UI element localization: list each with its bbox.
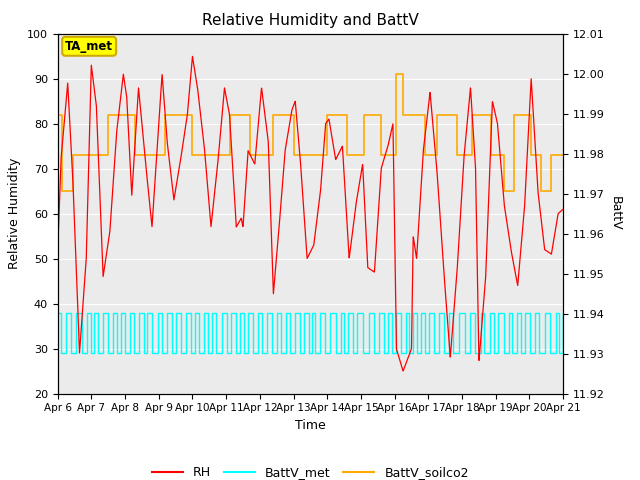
- X-axis label: Time: Time: [295, 419, 326, 432]
- Title: Relative Humidity and BattV: Relative Humidity and BattV: [202, 13, 419, 28]
- Y-axis label: Relative Humidity: Relative Humidity: [8, 158, 21, 269]
- Y-axis label: BattV: BattV: [609, 196, 621, 231]
- Legend: RH, BattV_met, BattV_soilco2: RH, BattV_met, BattV_soilco2: [147, 461, 474, 480]
- Text: TA_met: TA_met: [65, 40, 113, 53]
